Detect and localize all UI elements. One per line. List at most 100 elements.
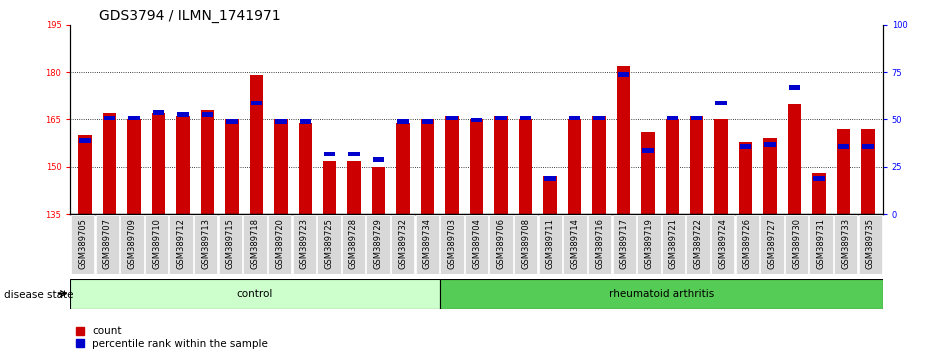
Bar [520, 116, 531, 120]
Bar [667, 116, 678, 120]
Bar [78, 135, 92, 214]
Bar [396, 122, 410, 214]
Bar [641, 132, 654, 214]
Bar [740, 144, 751, 149]
Text: disease state: disease state [4, 290, 73, 299]
Bar [391, 215, 414, 274]
Bar [446, 116, 458, 120]
Bar [543, 176, 557, 214]
Bar [323, 160, 336, 214]
Bar [194, 215, 218, 274]
Text: GSM389729: GSM389729 [374, 218, 382, 269]
Bar [219, 215, 242, 274]
Bar [858, 215, 882, 274]
Text: GSM389708: GSM389708 [521, 218, 531, 269]
Bar [251, 101, 262, 105]
Bar [421, 119, 435, 214]
Bar [568, 119, 581, 214]
Bar [813, 176, 824, 181]
Bar [812, 173, 825, 214]
Text: GSM389730: GSM389730 [792, 218, 801, 269]
Text: GSM389707: GSM389707 [103, 218, 112, 269]
Bar [366, 215, 390, 274]
Bar [324, 152, 335, 156]
Bar [686, 215, 710, 274]
Bar [691, 116, 702, 120]
Bar [789, 85, 800, 90]
Bar [588, 215, 611, 274]
Bar [563, 215, 587, 274]
Bar [837, 129, 850, 214]
Bar [764, 142, 776, 147]
Text: GSM389721: GSM389721 [669, 218, 678, 269]
Text: GSM389733: GSM389733 [841, 218, 850, 269]
Text: GSM389735: GSM389735 [866, 218, 875, 269]
Bar [642, 148, 654, 153]
Bar [788, 104, 801, 214]
Bar [275, 120, 286, 124]
Bar [440, 215, 464, 274]
Text: GSM389703: GSM389703 [447, 218, 456, 269]
Text: GSM389720: GSM389720 [275, 218, 285, 269]
Bar [735, 215, 759, 274]
Bar [129, 116, 140, 120]
Legend: count, percentile rank within the sample: count, percentile rank within the sample [76, 326, 269, 349]
Bar [569, 116, 580, 120]
Bar [763, 138, 777, 214]
Text: GSM389727: GSM389727 [767, 218, 777, 269]
Bar [862, 144, 873, 149]
Bar [514, 215, 537, 274]
Bar [250, 75, 263, 214]
Bar [243, 215, 267, 274]
Bar [539, 215, 562, 274]
Bar [593, 116, 605, 120]
Text: GSM389732: GSM389732 [398, 218, 408, 269]
Text: GSM389706: GSM389706 [497, 218, 506, 269]
Text: GSM389705: GSM389705 [78, 218, 87, 269]
Text: GSM389704: GSM389704 [472, 218, 481, 269]
Text: GSM389710: GSM389710 [152, 218, 162, 269]
Bar [690, 116, 703, 214]
Bar [348, 152, 360, 156]
Bar [617, 66, 630, 214]
Bar [416, 215, 439, 274]
Bar [638, 215, 660, 274]
Bar [268, 215, 291, 274]
Bar [612, 215, 636, 274]
Bar [96, 215, 119, 274]
Bar [274, 119, 287, 214]
Bar [834, 215, 857, 274]
Text: GSM389716: GSM389716 [595, 218, 604, 269]
Text: GSM389726: GSM389726 [743, 218, 752, 269]
Bar [152, 113, 165, 214]
Bar [716, 101, 727, 105]
Text: control: control [237, 289, 273, 299]
Text: GSM389717: GSM389717 [620, 218, 629, 269]
Bar [145, 215, 168, 274]
Text: GSM389709: GSM389709 [128, 218, 136, 269]
Bar [342, 215, 365, 274]
Text: GSM389728: GSM389728 [349, 218, 358, 269]
Bar [861, 129, 875, 214]
Bar [293, 215, 316, 274]
Bar [347, 160, 361, 214]
Bar [202, 112, 213, 116]
Bar [120, 215, 144, 274]
Bar [70, 279, 439, 309]
Text: GSM389731: GSM389731 [817, 218, 825, 269]
Bar [715, 119, 728, 214]
Bar [470, 119, 484, 214]
Bar [201, 110, 214, 214]
Bar [373, 157, 384, 162]
Bar [470, 118, 483, 122]
Bar [422, 120, 433, 124]
Bar [593, 116, 606, 214]
Bar [445, 116, 459, 214]
Bar [666, 119, 679, 214]
Bar [494, 116, 508, 214]
Bar [317, 215, 341, 274]
Bar [495, 116, 507, 120]
Bar [103, 113, 116, 214]
Bar [372, 167, 385, 214]
Bar [711, 215, 734, 274]
